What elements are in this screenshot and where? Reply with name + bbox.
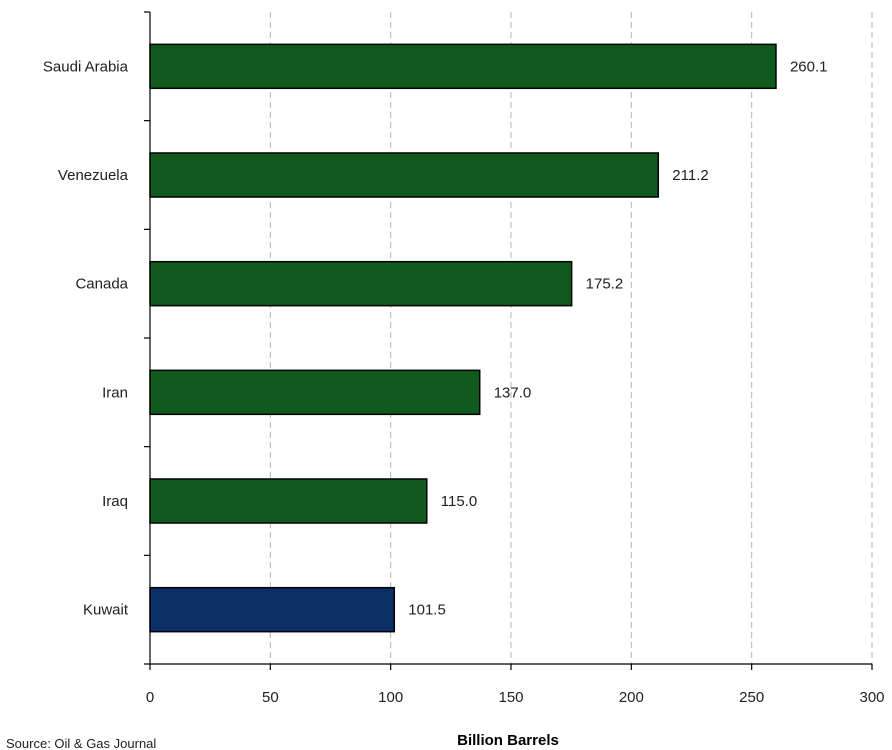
labels: 0 50 100 150 200 250 300 Saudi Arabia 260.1 Venez… <box>43 58 885 706</box>
bar <box>149 478 428 524</box>
data-label: 175.2 <box>586 276 624 293</box>
bar <box>149 369 481 416</box>
gridlines <box>269 12 873 664</box>
data-label: 101.5 <box>408 602 446 619</box>
x-tick-label: 0 <box>146 689 154 706</box>
x-tick-label: 250 <box>739 689 764 706</box>
category-label: Iraq <box>102 493 128 510</box>
category-label: Venezuela <box>58 167 129 184</box>
bar <box>149 152 660 198</box>
data-label: 211.2 <box>672 167 708 184</box>
category-label: Saudi Arabia <box>43 58 129 75</box>
source-note: Source: Oil & Gas Journal <box>6 736 156 750</box>
x-tick-label: 150 <box>498 689 523 706</box>
bars <box>149 43 777 633</box>
x-axis-label: Billion Barrels <box>457 732 559 749</box>
x-tick-label: 200 <box>619 689 644 706</box>
category-label: Iran <box>102 384 128 401</box>
bar <box>149 43 777 90</box>
data-label: 260.1 <box>790 58 828 75</box>
x-tick-label: 100 <box>378 689 403 706</box>
category-label: Kuwait <box>83 602 129 619</box>
data-label: 137.0 <box>494 384 532 401</box>
bar <box>149 586 396 633</box>
bar <box>149 260 573 307</box>
data-label: 115.0 <box>441 493 477 510</box>
x-tick-label: 50 <box>262 689 279 706</box>
category-label: Canada <box>75 276 128 293</box>
axes <box>144 11 873 670</box>
x-tick-label: 300 <box>859 689 884 706</box>
